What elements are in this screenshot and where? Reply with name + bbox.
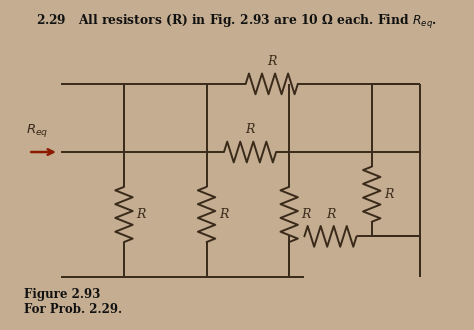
Text: 2.29   All resistors (R) in Fig. 2.93 are 10 Ω each. Find $R_{eq}$.: 2.29 All resistors (R) in Fig. 2.93 are … <box>36 13 438 30</box>
Text: R: R <box>326 208 335 221</box>
Text: R: R <box>136 208 146 221</box>
Text: Figure 2.93
For Prob. 2.29.: Figure 2.93 For Prob. 2.29. <box>24 288 122 316</box>
Text: R: R <box>246 123 255 136</box>
Text: R: R <box>301 208 311 221</box>
Text: R: R <box>219 208 228 221</box>
Text: R: R <box>384 188 393 201</box>
Text: R: R <box>267 55 276 68</box>
Text: $R_{eq}$: $R_{eq}$ <box>26 122 49 139</box>
